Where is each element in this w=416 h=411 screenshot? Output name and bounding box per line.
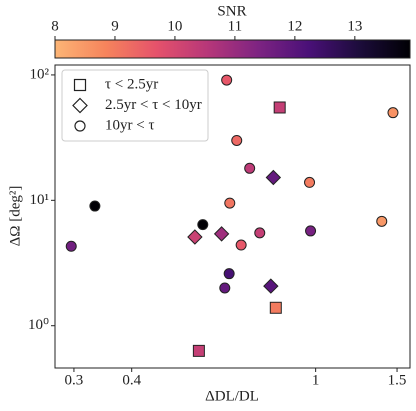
data-point [304, 176, 316, 188]
data-point [187, 229, 203, 245]
data-point [305, 225, 317, 237]
data-point [269, 301, 282, 314]
data-point [65, 240, 77, 252]
y-tick-label: 10¹ [30, 192, 50, 208]
colorbar-tick-label: 8 [51, 18, 59, 34]
data-point [387, 107, 399, 119]
data-point [219, 282, 231, 294]
data-point [244, 162, 256, 174]
colorbar [54, 39, 411, 59]
colorbar-tick-label: 12 [287, 18, 302, 34]
legend-label: 2.5yr < τ < 10yr [105, 97, 202, 113]
data-point [235, 239, 247, 251]
legend-label: 10yr < τ [105, 117, 154, 133]
data-point [89, 200, 101, 212]
data-point [224, 197, 236, 209]
data-point [192, 344, 205, 357]
y-tick-label: 10⁰ [28, 317, 49, 333]
y-tick-label: 10² [30, 66, 50, 82]
data-point [254, 227, 266, 239]
data-point [273, 101, 286, 114]
data-point [376, 215, 388, 227]
colorbar-tick-label: 13 [347, 18, 362, 34]
data-point [221, 74, 233, 86]
data-point [213, 226, 230, 242]
colorbar-label: SNR [217, 3, 246, 19]
legend-box [61, 69, 209, 142]
data-point [263, 278, 279, 294]
x-axis-label: ΔDL/DL [205, 388, 259, 404]
colorbar-tick-label: 9 [111, 18, 119, 34]
data-point [197, 219, 209, 231]
y-axis-label: ΔΩ [deg²] [7, 186, 23, 247]
x-tick-label: 1.5 [388, 372, 407, 388]
legend-label: τ < 2.5yr [105, 76, 158, 92]
x-tick-label: 0.3 [65, 372, 84, 388]
data-point [223, 268, 235, 280]
legend-marker [73, 78, 87, 92]
plot-frame [54, 64, 411, 369]
data-point [231, 134, 243, 146]
colorbar-tick-label: 10 [167, 18, 182, 34]
data-point [265, 169, 282, 186]
legend-marker [72, 97, 88, 114]
x-tick-label: 1 [312, 372, 320, 388]
legend-marker [74, 120, 86, 132]
colorbar-tick-label: 11 [228, 18, 242, 34]
x-tick-label: 0.4 [122, 372, 141, 388]
